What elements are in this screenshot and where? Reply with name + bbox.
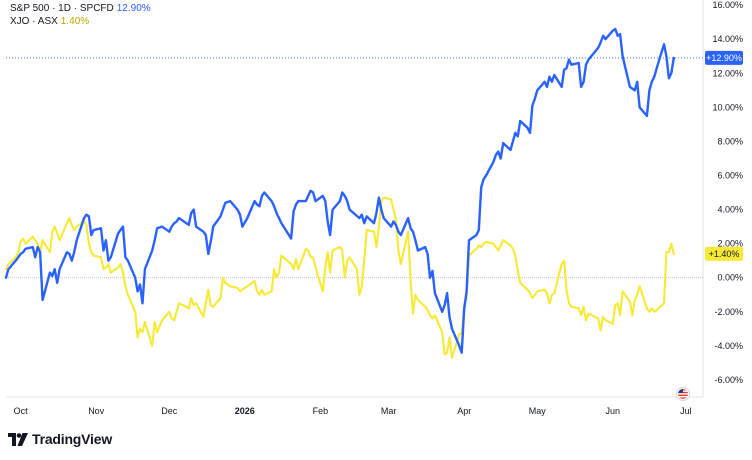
chart-legend: S&P 500 · 1D · SPCFD 12.90% XJO · ASX 1.40… [10, 2, 151, 28]
brand-name: TradingView [32, 431, 113, 447]
y-tick-label: 14.00% [712, 34, 743, 44]
tradingview-logo-icon [8, 432, 28, 446]
y-tick-label: 2.00% [717, 239, 743, 249]
legend-row-spx[interactable]: S&P 500 · 1D · SPCFD 12.90% [10, 2, 151, 15]
x-tick-label: Jun [606, 406, 621, 416]
y-tick-label: 16.00% [712, 0, 743, 10]
last-value-badge-label: +1.40% [709, 249, 740, 259]
last-value-badge-label: +12.90% [706, 53, 742, 63]
x-tick-label: Jul [680, 406, 692, 416]
price-badges: +12.90% +1.40% [705, 50, 743, 261]
legend-change-value: 1.40% [60, 16, 90, 27]
y-tick-label: -4.00% [714, 341, 743, 351]
y-tick-label: 12.00% [712, 68, 743, 78]
series-line-xjo[interactable] [4, 196, 675, 359]
last-value-badge [705, 246, 743, 261]
price-scale[interactable]: 16.00% 14.00% 12.00% 10.00% 8.00% 6.00% 4.00% 2… [712, 0, 743, 385]
x-tick-label: Oct [14, 406, 29, 416]
series-layer [4, 27, 703, 359]
y-tick-label: 10.00% [712, 102, 743, 112]
y-tick-label: 4.00% [717, 205, 743, 215]
tradingview-brand[interactable]: TradingView [8, 431, 112, 447]
y-tick-label: -2.00% [714, 307, 743, 317]
series-line-spx[interactable] [4, 27, 675, 354]
x-tick-label: Dec [161, 406, 178, 416]
legend-symbol-name: XJO · ASX [10, 16, 58, 27]
x-tick-label: May [529, 406, 547, 416]
y-tick-label: 0.00% [717, 273, 743, 283]
legend-row-xjo[interactable]: XJO · ASX 1.40% [10, 15, 151, 28]
legend-change-value: 12.90% [116, 3, 151, 14]
x-tick-label: Apr [457, 406, 471, 416]
y-tick-label: 6.00% [717, 170, 743, 180]
us-flag-icon[interactable] [676, 387, 690, 401]
x-tick-label: 2026 [235, 406, 255, 416]
y-tick-label: -6.00% [714, 375, 743, 385]
time-scale[interactable]: Oct Nov Dec 2026 Feb Mar Apr May Jun Jul [14, 406, 692, 416]
x-tick-label: Mar [381, 406, 397, 416]
x-tick-label: Nov [88, 406, 105, 416]
legend-symbol-name: S&P 500 · 1D · SPCFD [10, 3, 114, 14]
y-tick-label: 8.00% [717, 136, 743, 146]
last-value-badge [705, 50, 743, 65]
x-tick-label: Feb [313, 406, 329, 416]
